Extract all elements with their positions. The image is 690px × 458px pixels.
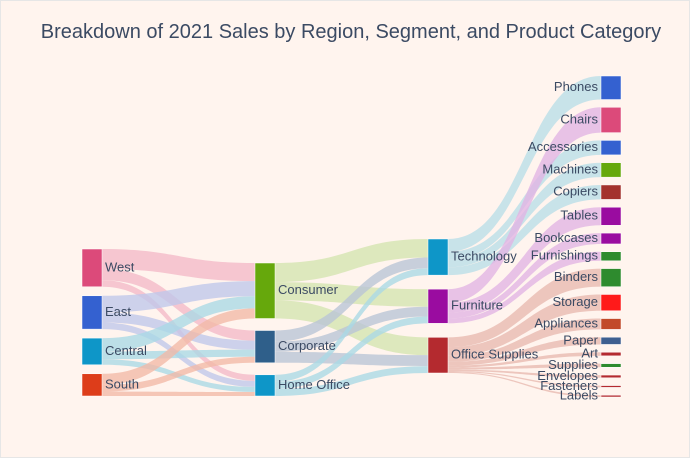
link-furniture-to-chairs[interactable] — [448, 107, 601, 303]
node-label-binders: Binders — [554, 269, 599, 284]
node-label-tables: Tables — [560, 208, 598, 223]
node-label-east: East — [105, 304, 131, 319]
node-label-envelopes: Envelopes — [537, 368, 598, 383]
node-fasteners[interactable] — [600, 385, 622, 388]
node-label-west: West — [105, 259, 135, 274]
node-homeoffice[interactable] — [254, 374, 276, 397]
node-label-corporate: Corporate — [278, 338, 336, 353]
node-accessories[interactable] — [600, 140, 622, 156]
link-west-to-consumer[interactable] — [102, 249, 255, 282]
node-west[interactable] — [81, 248, 103, 288]
node-label-appliances: Appliances — [534, 315, 598, 330]
node-label-furniture: Furniture — [451, 298, 503, 313]
node-label-fasteners: Fasteners — [540, 378, 598, 393]
node-label-paper: Paper — [563, 332, 598, 347]
link-consumer-to-technology[interactable] — [275, 239, 428, 283]
link-technology-to-copiers[interactable] — [448, 184, 601, 276]
chart-title: Breakdown of 2021 Sales by Region, Segme… — [40, 21, 662, 43]
node-label-accessories: Accessories — [528, 139, 599, 154]
node-machines[interactable] — [600, 162, 622, 178]
link-officesupplies-to-appliances[interactable] — [448, 318, 601, 362]
node-label-homeoffice: Home Office — [278, 377, 350, 392]
node-furnishings[interactable] — [600, 251, 622, 262]
link-technology-to-phones[interactable] — [448, 76, 601, 252]
link-homeoffice-to-technology[interactable] — [275, 268, 428, 382]
node-tables[interactable] — [600, 206, 622, 226]
link-homeoffice-to-furniture[interactable] — [275, 316, 428, 389]
node-label-furnishings: Furnishings — [531, 248, 599, 263]
labels-layer: West East Central South Consumer Corporate Hom… — [105, 79, 599, 402]
node-south[interactable] — [81, 373, 103, 397]
link-central-to-corporate[interactable] — [102, 349, 255, 360]
node-label-machines: Machines — [542, 161, 598, 176]
link-east-to-corporate[interactable] — [102, 312, 255, 350]
node-labels[interactable] — [600, 394, 622, 398]
node-label-central: Central — [105, 343, 147, 358]
node-supplies[interactable] — [600, 363, 622, 368]
node-furniture[interactable] — [427, 288, 449, 324]
node-label-copiers: Copiers — [553, 184, 598, 199]
node-label-chairs: Chairs — [560, 111, 598, 126]
link-officesupplies-to-paper[interactable] — [448, 337, 601, 366]
node-envelopes[interactable] — [600, 374, 622, 379]
node-appliances[interactable] — [600, 318, 622, 330]
nodes-layer — [81, 75, 622, 398]
node-art[interactable] — [600, 351, 622, 357]
link-furniture-to-tables[interactable] — [448, 207, 601, 313]
node-bookcases[interactable] — [600, 232, 622, 245]
node-copiers[interactable] — [600, 184, 622, 200]
node-officesupplies[interactable] — [427, 337, 449, 374]
link-officesupplies-to-envelopes[interactable] — [448, 369, 601, 378]
link-west-to-corporate[interactable] — [102, 269, 255, 341]
link-officesupplies-to-binders[interactable] — [448, 268, 601, 348]
links-layer — [102, 76, 601, 397]
link-south-to-consumer[interactable] — [102, 308, 255, 385]
node-storage[interactable] — [600, 294, 622, 312]
link-corporate-to-technology[interactable] — [275, 257, 428, 342]
node-label-art: Art — [581, 345, 598, 360]
node-label-technology: Technology — [451, 249, 517, 264]
link-officesupplies-to-storage[interactable] — [448, 294, 601, 356]
node-label-officesupplies: Office Supplies — [451, 347, 539, 362]
link-corporate-to-officesupplies[interactable] — [275, 351, 428, 367]
link-officesupplies-to-supplies[interactable] — [448, 363, 601, 370]
link-south-to-corporate[interactable] — [102, 356, 255, 392]
node-corporate[interactable] — [254, 330, 276, 364]
link-officesupplies-to-fasteners[interactable] — [448, 371, 601, 388]
node-label-bookcases: Bookcases — [534, 230, 598, 245]
link-homeoffice-to-officesupplies[interactable] — [275, 366, 428, 396]
link-furniture-to-bookcases[interactable] — [448, 233, 601, 319]
node-east[interactable] — [81, 295, 103, 330]
node-binders[interactable] — [600, 268, 622, 287]
node-label-phones: Phones — [554, 79, 599, 94]
link-officesupplies-to-labels[interactable] — [448, 372, 601, 397]
node-technology[interactable] — [427, 238, 449, 276]
link-furniture-to-furnishings[interactable] — [448, 251, 601, 324]
node-label-consumer: Consumer — [278, 282, 339, 297]
node-phones[interactable] — [600, 75, 622, 100]
node-label-south: South — [105, 376, 139, 391]
link-corporate-to-furniture[interactable] — [275, 306, 428, 352]
node-central[interactable] — [81, 337, 103, 366]
link-officesupplies-to-art[interactable] — [448, 352, 601, 368]
node-label-labels: Labels — [560, 388, 599, 403]
node-label-storage: Storage — [552, 294, 598, 309]
link-central-to-consumer[interactable] — [102, 296, 255, 352]
node-chairs[interactable] — [600, 107, 622, 133]
node-paper[interactable] — [600, 336, 622, 345]
link-south-to-homeoffice[interactable] — [102, 391, 255, 396]
link-east-to-consumer[interactable] — [102, 281, 255, 313]
node-label-supplies: Supplies — [548, 357, 598, 372]
node-consumer[interactable] — [254, 262, 276, 319]
